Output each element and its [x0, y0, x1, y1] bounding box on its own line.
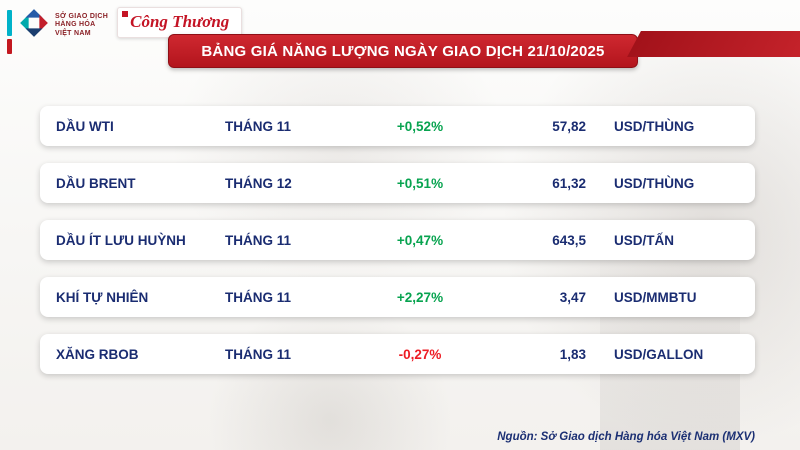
- commodity-name: KHÍ TỰ NHIÊN: [56, 289, 149, 305]
- banner-tail-ribbon: [627, 31, 800, 57]
- contract-month: THÁNG 12: [225, 175, 292, 191]
- mxv-logo: SỞ GIAO DỊCH HÀNG HÓA VIỆT NAM: [18, 7, 108, 44]
- price-unit: USD/TẤN: [614, 232, 674, 248]
- change-percent: -0,27%: [398, 346, 442, 362]
- congthuong-logo-text: Công Thương: [130, 12, 230, 31]
- price-value: 57,82: [552, 118, 586, 134]
- source-attribution: Nguồn: Sở Giao dịch Hàng hóa Việt Nam (M…: [497, 431, 755, 443]
- commodity-name: DẦU BRENT: [56, 175, 136, 191]
- price-value: 3,47: [559, 289, 586, 305]
- table-row: DẦU WTI THÁNG 11 +0,52% 57,82 USD/THÙNG: [40, 106, 755, 146]
- page-title: BẢNG GIÁ NĂNG LƯỢNG NGÀY GIAO DỊCH 21/10…: [168, 34, 638, 68]
- table-row: XĂNG RBOB THÁNG 11 -0,27% 1,83 USD/GALLO…: [40, 334, 755, 374]
- price-table: DẦU WTI THÁNG 11 +0,52% 57,82 USD/THÙNG …: [40, 106, 755, 374]
- contract-month: THÁNG 11: [225, 118, 292, 134]
- price-value: 1,83: [559, 346, 586, 362]
- header-logos: SỞ GIAO DỊCH HÀNG HÓA VIỆT NAM Công Thươ…: [18, 7, 243, 44]
- contract-month: THÁNG 11: [225, 289, 292, 305]
- contract-month: THÁNG 11: [225, 346, 292, 362]
- commodity-name: XĂNG RBOB: [56, 346, 139, 362]
- change-percent: +2,27%: [396, 289, 444, 305]
- commodity-name: DẦU WTI: [56, 118, 114, 134]
- table-row: DẦU BRENT THÁNG 12 +0,51% 61,32 USD/THÙN…: [40, 163, 755, 203]
- price-unit: USD/THÙNG: [614, 118, 695, 134]
- change-percent: +0,52%: [396, 118, 444, 134]
- price-unit: USD/THÙNG: [614, 175, 695, 191]
- mxv-text-line: SỞ GIAO DỊCH: [55, 12, 109, 20]
- change-percent: +0,47%: [396, 232, 444, 248]
- mxv-text-line: HÀNG HÓA: [55, 21, 96, 29]
- table-row: KHÍ TỰ NHIÊN THÁNG 11 +2,27% 3,47 USD/MM…: [40, 277, 755, 317]
- mxv-logo-text: SỞ GIAO DỊCH HÀNG HÓA VIỆT NAM: [55, 13, 108, 39]
- change-percent: +0,51%: [396, 175, 444, 191]
- congthuong-accent-mark: [122, 11, 129, 17]
- mxv-text-line: VIỆT NAM: [55, 29, 91, 37]
- congthuong-logo: Công Thương: [117, 7, 243, 38]
- contract-month: THÁNG 11: [225, 232, 292, 248]
- table-row: DẦU ÍT LƯU HUỲNH THÁNG 11 +0,47% 643,5 U…: [40, 220, 755, 260]
- price-value: 643,5: [552, 232, 586, 248]
- price-unit: USD/MMBTU: [614, 289, 697, 305]
- mxv-logo-icon: [18, 7, 50, 44]
- price-value: 61,32: [552, 175, 586, 191]
- left-edge-accent-red: [7, 39, 12, 54]
- commodity-name: DẦU ÍT LƯU HUỲNH: [56, 232, 186, 248]
- left-edge-accent-cyan: [7, 10, 12, 36]
- price-unit: USD/GALLON: [614, 346, 704, 362]
